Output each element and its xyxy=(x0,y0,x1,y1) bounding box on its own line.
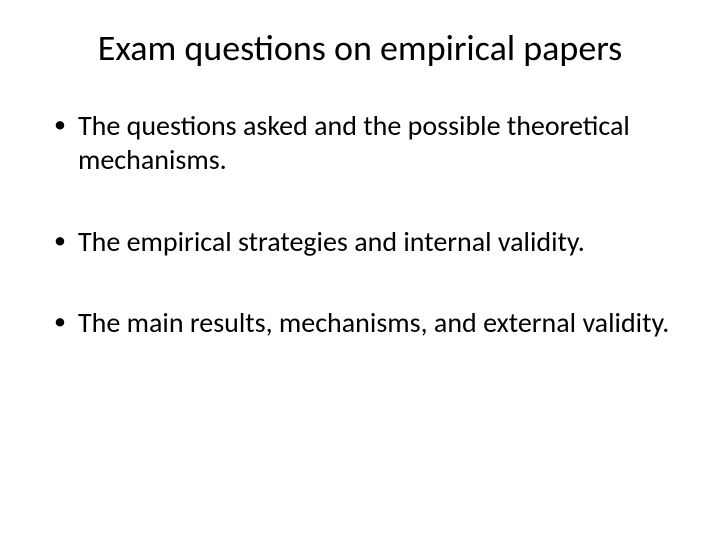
list-item: The questions asked and the possible the… xyxy=(50,109,670,176)
list-item: The empirical strategies and internal va… xyxy=(50,225,670,259)
list-item: The main results, mechanisms, and extern… xyxy=(50,306,670,340)
slide: Exam questions on empirical papers The q… xyxy=(0,0,720,540)
bullet-text: The empirical strategies and internal va… xyxy=(78,224,585,259)
slide-title: Exam questions on empirical papers xyxy=(50,28,670,69)
bullet-list: The questions asked and the possible the… xyxy=(50,109,670,339)
bullet-text: The questions asked and the possible the… xyxy=(78,108,630,177)
bullet-text: The main results, mechanisms, and extern… xyxy=(78,305,669,340)
